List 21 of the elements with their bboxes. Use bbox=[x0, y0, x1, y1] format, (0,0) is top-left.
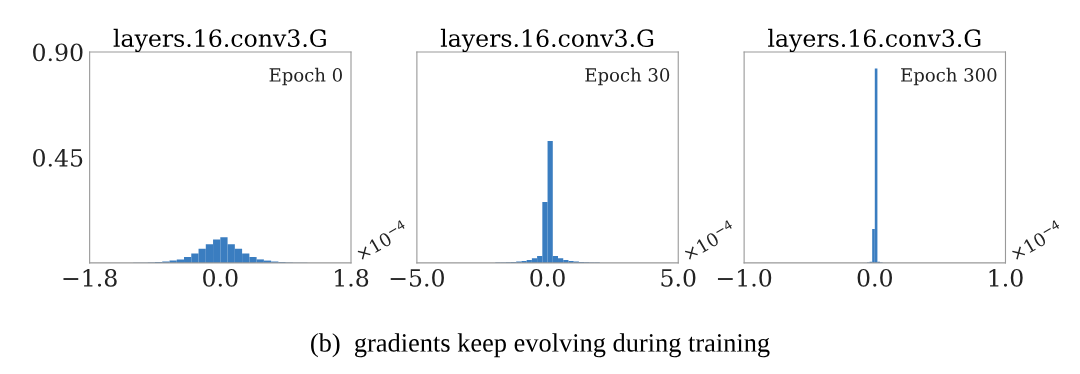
annotation: Epoch 30 bbox=[585, 67, 670, 86]
y-tick-label: 0.90 bbox=[33, 43, 83, 62]
x-tick-label: 1.8 bbox=[335, 268, 369, 287]
annotation: Epoch 0 bbox=[269, 67, 342, 86]
x-tick-label: 5.0 bbox=[661, 268, 696, 287]
x-tick-label: −5.0 bbox=[390, 268, 444, 287]
chart-title: layers.16.conv3.G bbox=[113, 28, 326, 52]
text: (b) gradients keep evolving during training bbox=[311, 333, 770, 358]
chart-title: layers.16.conv3.G bbox=[768, 28, 981, 52]
text: ×10$^{−4}$ bbox=[681, 219, 737, 261]
annotation: Epoch 300 bbox=[901, 67, 997, 86]
chart-title: layers.16.conv3.G bbox=[440, 28, 654, 52]
x-tick-label: 1.0 bbox=[989, 268, 1023, 287]
x-tick-label: −1.8 bbox=[63, 268, 117, 287]
text: ×10$^{−4}$ bbox=[1008, 219, 1064, 261]
x-tick-label: 0.0 bbox=[857, 268, 893, 287]
x-tick-label: 0.0 bbox=[530, 268, 565, 287]
x-tick-label: −1.0 bbox=[717, 268, 772, 287]
text: ×10$^{−4}$ bbox=[354, 219, 410, 261]
x-tick-label: 0.0 bbox=[203, 268, 238, 287]
y-tick-label: 0.45 bbox=[33, 148, 83, 167]
